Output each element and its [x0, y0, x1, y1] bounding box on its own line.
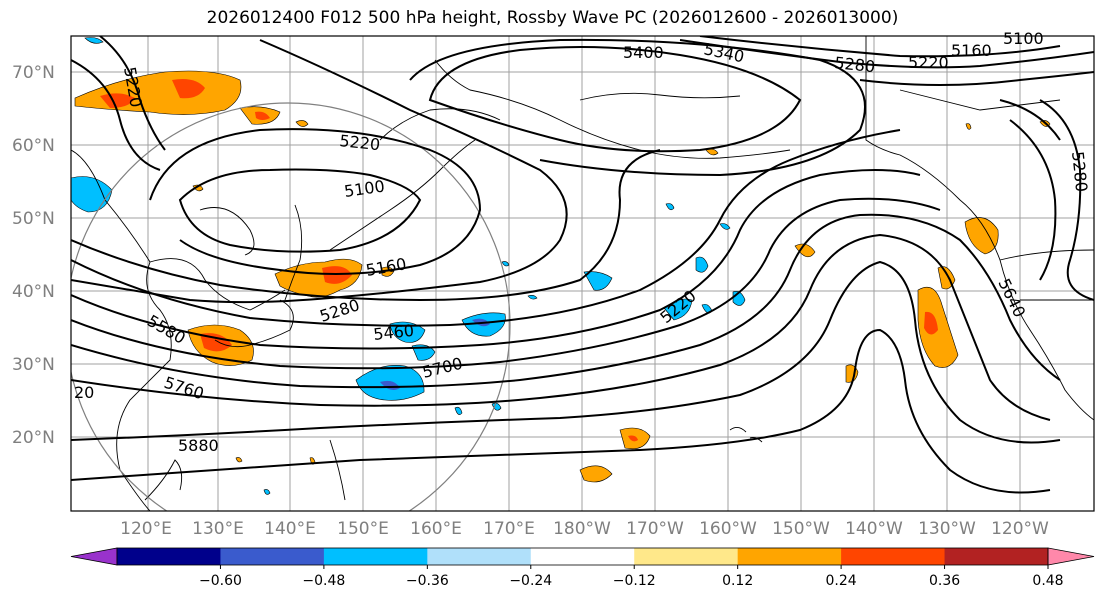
lat-label: 30°N: [12, 355, 55, 375]
colorbar-tick-label: −0.48: [302, 573, 345, 589]
lat-label: 50°N: [12, 209, 55, 229]
lat-label: 40°N: [12, 282, 55, 302]
colorbar-swatch: [117, 548, 221, 565]
lon-label: 160°W: [699, 519, 757, 539]
contour-label: 5400: [623, 43, 664, 62]
colorbar-tick-label: −0.60: [199, 573, 242, 589]
contour-label: 5460: [372, 321, 414, 344]
contour-label: 5160: [951, 41, 992, 60]
colorbar-border: [116, 547, 1049, 566]
lon-label: 170°W: [626, 519, 684, 539]
map-frame: [70, 35, 1095, 512]
colorbar: −0.60 −0.48 −0.36 −0.24 −0.12 0.12 0.24 0.36 0.4…: [70, 547, 1095, 589]
contour-label: 5220: [908, 53, 949, 72]
height-contours: [71, 36, 1094, 494]
lon-label: 120°W: [991, 519, 1049, 539]
colorbar-swatch: [841, 548, 946, 565]
lon-label: 180°W: [553, 519, 611, 539]
lon-label: 170°E: [483, 519, 535, 539]
contour-label: 20: [74, 383, 94, 402]
colorbar-swatch: [634, 548, 739, 565]
colorbar-extend-high: [1047, 547, 1095, 566]
contour-label: 5280: [834, 53, 876, 76]
colorbar-swatch: [323, 548, 428, 565]
lon-label: 140°E: [264, 519, 316, 539]
lat-label: 20°N: [12, 428, 55, 448]
lon-label: 130°E: [192, 519, 244, 539]
colorbar-swatch: [220, 548, 325, 565]
colorbar-tick-label: 0.24: [826, 573, 857, 589]
graticule: [71, 36, 1094, 511]
contour-label: 5220: [339, 131, 381, 154]
latitude-labels: 70°N 60°N 50°N 40°N 30°N 20°N: [12, 63, 55, 448]
lon-label: 140°W: [845, 519, 903, 539]
colorbar-swatch: [530, 548, 635, 565]
lon-label: 150°W: [772, 519, 830, 539]
colorbar-tick-label: 0.48: [1032, 573, 1063, 589]
map-title: 2026012400 F012 500 hPa height, Rossby W…: [206, 8, 899, 28]
colorbar-tick-label: −0.24: [509, 573, 552, 589]
lon-label: 130°W: [918, 519, 976, 539]
colorbar-swatch: [427, 548, 532, 565]
lon-label: 120°E: [120, 519, 172, 539]
lon-label: 150°E: [337, 519, 389, 539]
colorbar-swatch: [944, 548, 1049, 565]
contour-label: 5880: [178, 436, 219, 455]
lat-label: 70°N: [12, 63, 55, 83]
colorbar-tick-label: 0.36: [929, 573, 960, 589]
colorbar-tick-label: 0.12: [722, 573, 753, 589]
coastlines: [71, 36, 1094, 511]
contour-label: 5280: [1068, 150, 1091, 192]
lat-label: 60°N: [12, 136, 55, 156]
colorbar-extend-low: [70, 547, 118, 566]
contour-label: 5100: [1003, 29, 1044, 48]
colorbar-swatch: [737, 548, 842, 565]
lon-label: 160°E: [410, 519, 462, 539]
colorbar-tick-label: −0.36: [406, 573, 449, 589]
colorbar-tick-label: −0.12: [613, 573, 656, 589]
longitude-labels: 120°E 130°E 140°E 150°E 160°E 170°E 180°…: [120, 519, 1049, 539]
reference-circle: [71, 102, 511, 511]
